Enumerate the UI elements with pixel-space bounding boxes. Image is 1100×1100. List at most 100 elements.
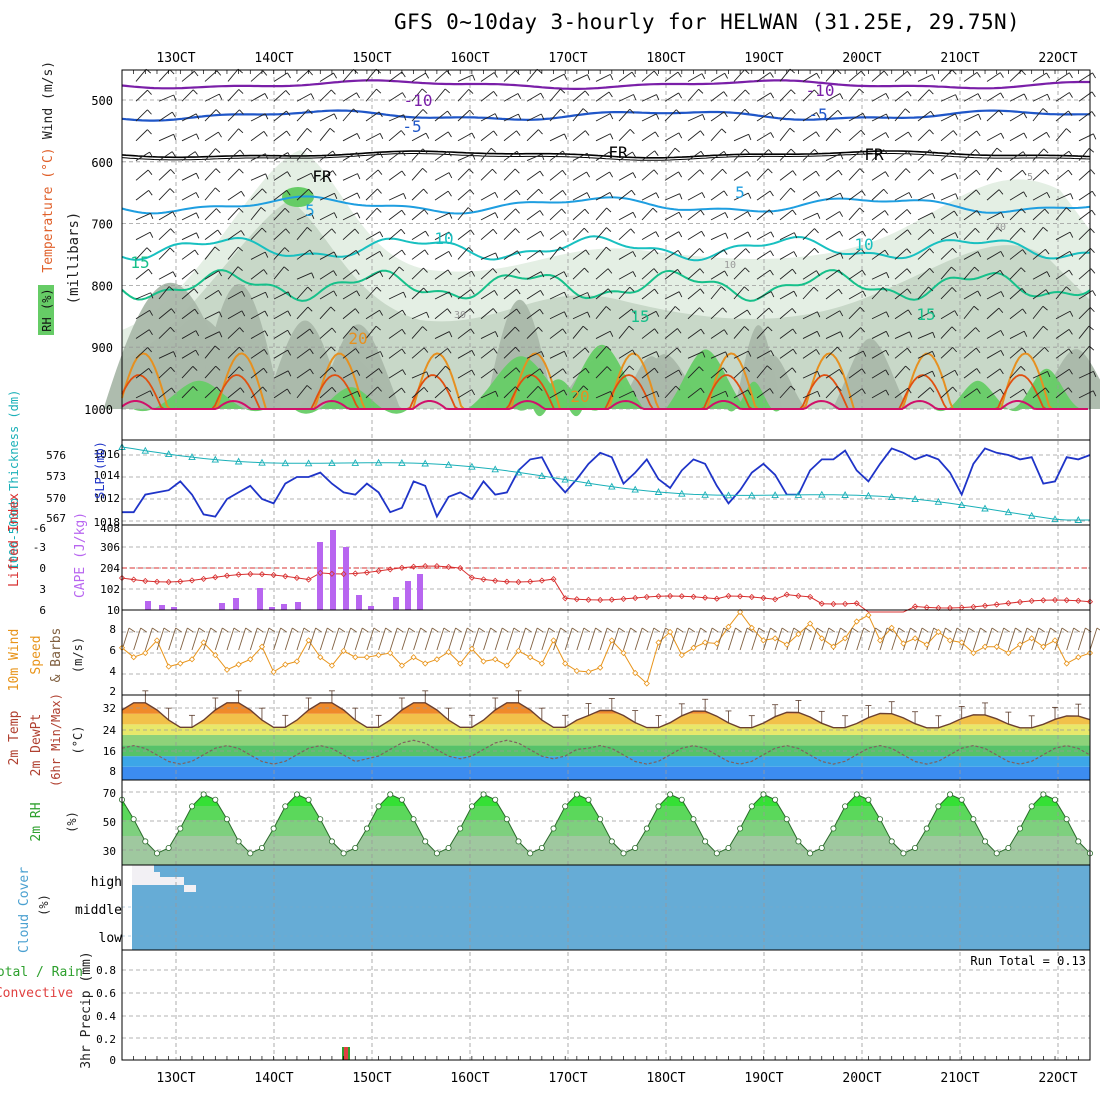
barb-flag — [608, 91, 613, 98]
wind-barb — [135, 247, 152, 260]
barb-staff — [135, 292, 151, 300]
wind-barb — [342, 348, 360, 359]
cloud-level-label: high — [91, 875, 122, 890]
barb-staff — [664, 132, 680, 142]
wind-speed-marker — [585, 668, 592, 675]
barb-flag — [977, 93, 982, 100]
barb-staff — [181, 133, 197, 142]
barb-staff — [526, 170, 541, 181]
barb-staff — [687, 114, 703, 122]
cape-tick: 10 — [107, 604, 120, 617]
barb-staff — [457, 153, 473, 161]
wind-speed-marker — [667, 628, 674, 636]
barb-flag — [516, 151, 521, 157]
wind-barb — [273, 110, 291, 122]
barb-flag — [149, 232, 154, 238]
contour-label: 15 — [630, 307, 649, 326]
wind-barb — [1055, 387, 1073, 399]
wind-barb — [296, 212, 315, 221]
wind-barb — [687, 130, 705, 142]
wind-barb — [250, 330, 269, 339]
contour-label: FR — [608, 143, 628, 162]
barb-flag — [862, 113, 867, 119]
barb-flag — [859, 307, 865, 312]
wind-barb — [595, 151, 613, 161]
barb-flag — [355, 348, 360, 354]
barb-staff — [1055, 368, 1070, 379]
wind-barb — [319, 346, 336, 359]
wind-barb — [549, 368, 567, 379]
barb-flag — [836, 386, 842, 391]
wind-barb — [963, 251, 982, 260]
wind-barb — [549, 271, 568, 280]
wind-barb — [848, 207, 865, 221]
barb-staff — [342, 348, 356, 359]
surface-wind-barb — [133, 627, 142, 651]
barb-staff — [618, 390, 634, 399]
panel-ylabel: SLP (mb) — [93, 441, 107, 499]
wind-barb — [457, 308, 475, 320]
barb-staff — [526, 308, 541, 320]
barb-staff — [250, 291, 266, 300]
barb-flag — [954, 310, 959, 317]
barb-flag — [978, 114, 982, 120]
rh2m-tick: 30 — [103, 845, 116, 858]
wind-barb — [181, 249, 199, 260]
thickness-marker — [1027, 511, 1036, 519]
wind-barb — [963, 347, 981, 359]
wind-speed-line — [121, 611, 1091, 685]
barb-staff — [250, 367, 264, 379]
barb-staff — [434, 190, 449, 201]
barb-flag — [770, 132, 775, 138]
thickness-marker — [1004, 508, 1013, 516]
barb-flag — [952, 149, 958, 156]
wind-barb — [848, 307, 865, 320]
barb-staff — [411, 347, 425, 359]
barb-flag — [700, 387, 705, 394]
wind-barb — [319, 386, 337, 399]
wind-barb — [802, 190, 820, 201]
barb-flag — [678, 369, 683, 376]
rh2m-marker — [725, 844, 732, 851]
thickness-marker — [538, 471, 546, 479]
wind-barb — [273, 130, 291, 142]
barb-staff — [342, 290, 357, 300]
barb-staff — [181, 308, 196, 320]
wind-barb — [802, 270, 820, 280]
wind-barb — [135, 212, 154, 221]
barb-staff — [802, 248, 815, 260]
barb-flag — [883, 70, 889, 76]
barb-flag — [770, 92, 775, 99]
barb-staff — [664, 211, 680, 221]
wind-barb — [181, 288, 199, 300]
barb-staff — [894, 347, 908, 359]
barb-flag — [702, 351, 706, 358]
barb-staff — [848, 230, 863, 241]
barb-staff — [388, 369, 403, 379]
wind-barb — [940, 69, 957, 82]
barb-flag — [287, 152, 292, 159]
barb-flag — [356, 192, 361, 199]
barb-staff — [158, 169, 171, 181]
barb-flag — [356, 92, 360, 99]
barb-flag — [860, 327, 865, 333]
wind-barb — [618, 251, 637, 260]
wind-barb — [273, 72, 291, 82]
rh2m-marker — [877, 816, 884, 823]
wind-barb — [204, 148, 221, 161]
barb-flag — [284, 247, 290, 252]
barb-flag — [976, 72, 981, 78]
wind-barb — [1055, 348, 1073, 359]
barb-staff — [986, 167, 998, 181]
barb-staff — [871, 228, 884, 240]
surface-wind-barb — [292, 627, 299, 633]
wind-barb — [526, 113, 545, 122]
barb-staff — [434, 70, 448, 82]
wind-barb — [871, 188, 889, 201]
wind-barb — [963, 130, 981, 142]
cloud-high-gap — [160, 877, 184, 885]
wind-barb — [618, 71, 636, 82]
barb-flag — [147, 129, 152, 135]
barb-flag — [238, 168, 244, 174]
wind-barb — [940, 193, 959, 201]
